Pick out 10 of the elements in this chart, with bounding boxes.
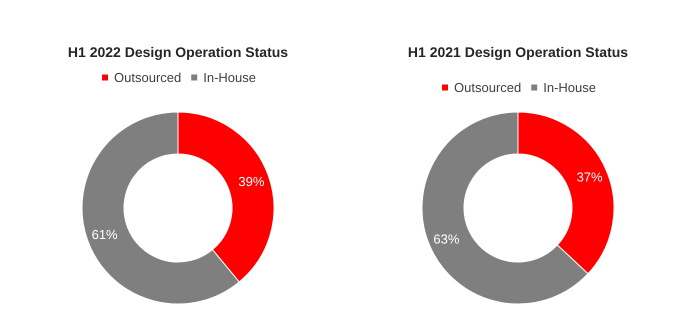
chart-title: H1 2022 Design Operation Status	[68, 44, 288, 60]
data-label: 37%	[576, 170, 604, 185]
legend-label: Outsourced	[114, 70, 182, 85]
data-label: 61%	[92, 226, 118, 242]
data-label: 39%	[238, 174, 265, 190]
data-label: 63%	[433, 231, 460, 246]
legend-label: In-House	[543, 80, 596, 95]
chart-title: H1 2021 Design Operation Status	[408, 44, 628, 60]
legend-label: Outsourced	[454, 80, 522, 95]
legend-label: In-House	[203, 70, 256, 85]
